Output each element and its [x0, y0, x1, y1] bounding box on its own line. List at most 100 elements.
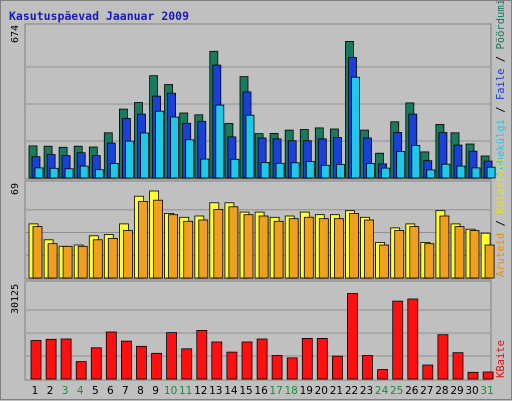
bar-bot-kbaite: [347, 293, 358, 380]
bar-top-lehekülgi: [290, 162, 300, 179]
bar-bot-kbaite: [271, 355, 283, 380]
bar-bot-kbaite: [121, 340, 132, 380]
x-tick-label: 8: [137, 385, 144, 397]
bar-bot-kbaite: [301, 337, 313, 380]
bar-bot-kbaite: [452, 352, 464, 380]
x-tick-label: 30: [465, 385, 478, 397]
bar-mid-aruteid: [153, 199, 164, 279]
bar-layer: [28, 41, 496, 380]
bar-bot-kbaite: [196, 329, 208, 380]
bar-top-lehekülgi: [320, 164, 330, 179]
bar-bot-kbaite: [362, 355, 373, 380]
bar-bot-kbaite: [151, 352, 163, 380]
x-tick-label: 2: [47, 385, 54, 397]
y-max-label-mid: 69: [10, 183, 21, 195]
bar-mid-aruteid: [484, 244, 495, 279]
bar-bot-kbaite: [377, 369, 389, 380]
bar-top-lehekülgi: [170, 116, 180, 179]
bar-mid-aruteid: [379, 244, 390, 279]
bar-top-lehekülgi: [94, 169, 104, 179]
bar-mid-aruteid: [303, 216, 314, 279]
bar-bot-kbaite: [407, 298, 419, 380]
bar-top-lehekülgi: [230, 158, 240, 179]
bar-top-lehekülgi: [155, 110, 165, 179]
bar-mid-aruteid: [183, 220, 194, 279]
bar-bot-kbaite: [437, 334, 449, 380]
legend-mid-sep: /: [495, 214, 507, 233]
x-tick-label: 11: [179, 385, 192, 397]
x-tick-label: 14: [224, 385, 238, 397]
x-tick-label: 24: [375, 385, 389, 397]
legend-top-item: Pöördumisi: [495, 1, 507, 50]
x-tick-label: 5: [92, 385, 99, 397]
x-tick-label: 16: [254, 385, 268, 397]
bar-mid-aruteid: [469, 230, 480, 279]
x-tick-label: 18: [285, 385, 298, 397]
bar-mid-aruteid: [92, 239, 103, 279]
x-tick-label: 21: [330, 385, 343, 397]
bar-top-lehekülgi: [79, 165, 89, 179]
x-tick-label: 26: [405, 385, 419, 397]
bar-top-lehekülgi: [366, 163, 375, 179]
bar-bot-kbaite: [422, 364, 434, 380]
x-tick-label: 1: [32, 385, 39, 397]
legend-top: Lehekülgi / Faile / Pöördumisi: [495, 1, 507, 176]
bar-bot-kbaite: [467, 371, 479, 380]
bar-bot-kbaite: [75, 361, 87, 380]
x-tick-label: 7: [122, 385, 129, 397]
bar-top-lehekülgi: [185, 139, 195, 179]
bar-bot-kbaite: [286, 357, 298, 380]
bar-bot-kbaite: [30, 340, 42, 380]
bar-top-lehekülgi: [245, 114, 255, 179]
bar-mid-aruteid: [47, 243, 58, 279]
bar-top-lehekülgi: [351, 76, 360, 179]
bar-bot-kbaite: [45, 338, 57, 380]
bar-top-lehekülgi: [64, 168, 74, 179]
bar-mid-aruteid: [168, 214, 179, 279]
bar-top-lehekülgi: [260, 161, 270, 179]
bar-mid-aruteid: [213, 208, 224, 279]
legend-bot: KBaite: [495, 340, 507, 378]
bar-mid-aruteid: [198, 219, 209, 279]
bar-bot-kbaite: [331, 355, 343, 380]
bar-mid-aruteid: [243, 214, 254, 279]
legend-mid: Aruteid / Külastusi: [495, 157, 507, 277]
bar-top-lehekülgi: [486, 166, 496, 179]
bar-mid-aruteid: [333, 218, 344, 279]
x-tick-label: 19: [300, 385, 313, 397]
bar-bot-kbaite: [166, 332, 178, 380]
chart-title: Kasutuspäevad Jaanuar 2009: [9, 9, 189, 23]
bar-top-lehekülgi: [140, 132, 149, 179]
x-tick-label: 9: [152, 385, 159, 397]
bar-top-lehekülgi: [426, 169, 436, 179]
bar-top-lehekülgi: [200, 158, 210, 179]
bar-mid-aruteid: [138, 201, 148, 279]
bar-top-lehekülgi: [381, 167, 391, 179]
legend-mid-item: Aruteid: [495, 233, 507, 277]
x-tick-label: 4: [77, 385, 84, 397]
bar-mid-aruteid: [439, 215, 450, 279]
bar-top-lehekülgi: [34, 167, 44, 179]
bar-bot-kbaite: [90, 347, 102, 380]
x-tick-labels: 1 2 3 4 5 6 7 8 9 10 11 12 13 14 15 16 17 18 19 20 21 22 23 24 2…: [32, 385, 494, 397]
bar-mid-aruteid: [273, 220, 284, 279]
x-tick-label: 15: [239, 385, 252, 397]
x-tick-label: 25: [390, 385, 403, 397]
bar-mid-aruteid: [123, 230, 133, 279]
bar-mid-aruteid: [77, 245, 88, 279]
bar-mid-aruteid: [32, 226, 43, 279]
bar-top-lehekülgi: [456, 165, 466, 179]
bar-bot-kbaite: [316, 337, 328, 380]
bar-bot-kbaite: [105, 331, 117, 380]
bar-mid-aruteid: [349, 212, 359, 279]
x-tick-label: 29: [450, 385, 463, 397]
bar-top-lehekülgi: [471, 167, 481, 179]
x-tick-label: 6: [107, 385, 114, 397]
y-max-label-top: 674: [10, 25, 21, 43]
x-tick-label: 28: [435, 385, 448, 397]
bar-top-lehekülgi: [396, 151, 406, 179]
bar-bot-kbaite: [226, 351, 238, 380]
bar-bot-kbaite: [136, 345, 147, 380]
x-tick-label: 22: [345, 385, 358, 397]
